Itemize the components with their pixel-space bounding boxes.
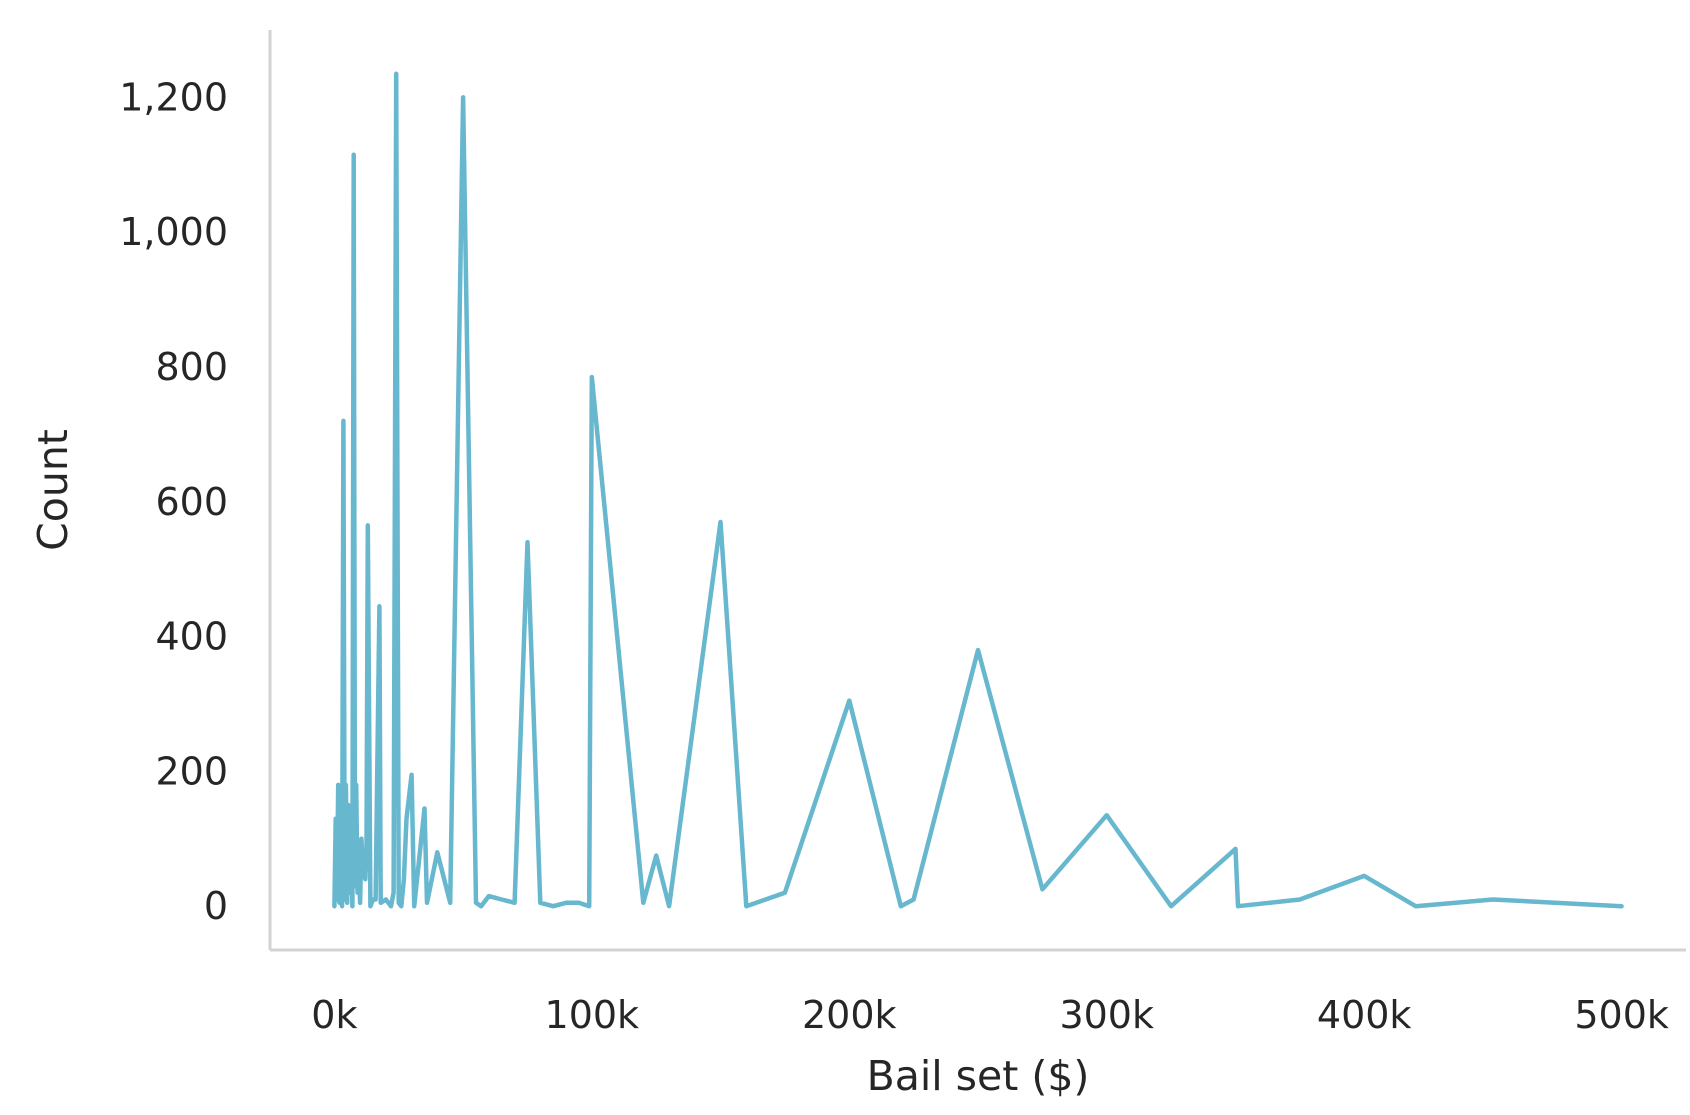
y-tick-label: 1,200 xyxy=(119,75,228,119)
y-tick-label: 0 xyxy=(204,884,228,928)
y-tick-label: 600 xyxy=(155,480,228,524)
x-tick-label: 100k xyxy=(545,993,640,1037)
y-tick-label: 400 xyxy=(155,615,228,659)
series-line xyxy=(332,71,1624,909)
x-tick-label: 200k xyxy=(802,993,897,1037)
series-group xyxy=(332,71,1624,909)
y-tick-label: 1,000 xyxy=(119,210,228,254)
x-tick-label: 0k xyxy=(311,993,357,1037)
x-axis-label: Bail set ($) xyxy=(867,1052,1090,1100)
x-tick-label: 300k xyxy=(1059,993,1154,1037)
y-axis-label: Count xyxy=(29,429,77,551)
x-tick-label: 400k xyxy=(1317,993,1412,1037)
x-tick-label: 500k xyxy=(1574,993,1669,1037)
y-tick-label: 200 xyxy=(155,749,228,793)
y-tick-label: 800 xyxy=(155,345,228,389)
x-tick-labels: 0k 100k 200k 300k 400k 500k xyxy=(311,993,1669,1037)
chart-axes xyxy=(268,30,1686,952)
y-tick-labels: 0 200 400 600 800 1,000 1,200 xyxy=(119,75,228,928)
